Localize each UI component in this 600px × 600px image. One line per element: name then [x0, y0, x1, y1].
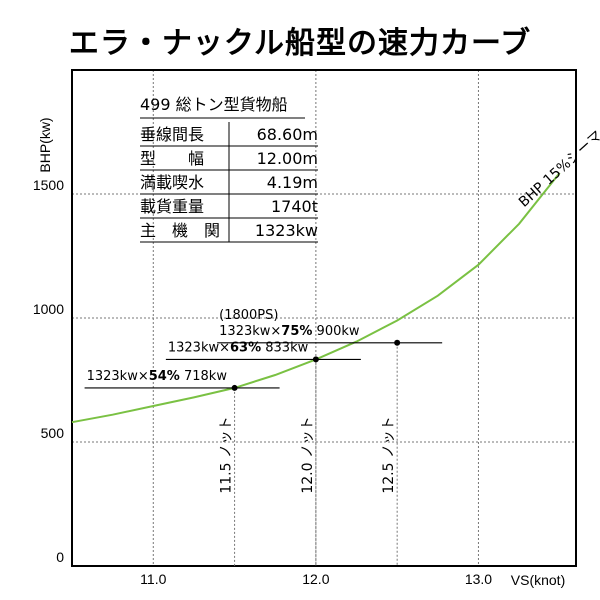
- spec-label: 載貨重量: [140, 197, 204, 216]
- speed-label: 12.0 ノット: [300, 416, 316, 493]
- x-tick-label: 12.0: [302, 571, 329, 587]
- y-tick-label: 1500: [33, 177, 64, 193]
- spec-value: 1323kw: [255, 221, 318, 240]
- y-axis-label: BHP(kw): [37, 117, 53, 172]
- spec-header: 499 総トン型貨物船: [140, 95, 288, 114]
- y-tick-label: 1000: [33, 301, 64, 317]
- spec-label: 型 幅: [140, 149, 204, 168]
- annotation-point: [312, 356, 319, 363]
- spec-value: 68.60m: [257, 125, 318, 144]
- speed-label: 11.5 ノット: [219, 416, 235, 493]
- annotation-group: (1800PS)1323kw×75% 900kw 12.5 ノット: [217, 308, 443, 566]
- x-tick-label: 11.0: [140, 571, 166, 587]
- x-axis-label: VS(knot): [511, 572, 565, 588]
- grid-lines: [72, 70, 576, 566]
- annotation-label: 1323kw×75% 900kw: [219, 324, 360, 339]
- plot-frame: [71, 69, 577, 567]
- spec-label: 垂線間長: [140, 125, 204, 144]
- y-tick-label: 500: [41, 425, 65, 441]
- annotation-point: [231, 384, 238, 391]
- speed-label: 12.5 ノット: [381, 416, 397, 493]
- y-tick-label: 0: [56, 549, 64, 565]
- spec-label: 主 機 関: [140, 221, 220, 240]
- annotation-note: (1800PS): [219, 308, 278, 323]
- spec-label: 満載喫水: [140, 173, 204, 192]
- axis-ticks: 11.0 12.0 13.0 0 500 1000 1500 BHP(kw) VS(knot): [33, 117, 565, 588]
- annotation-label: 1323kw×63% 833kw: [168, 340, 309, 355]
- chart-title: エラ・ナックル船型の速力カーブ: [68, 26, 532, 61]
- spec-value: 12.00m: [257, 149, 318, 168]
- annotation-label: 1323kw×54% 718kw: [87, 369, 228, 384]
- annotation-group: 1323kw×63% 833kw 12.0 ノット: [165, 340, 361, 566]
- x-tick-label: 13.0: [465, 571, 492, 587]
- spec-value: 4.19m: [267, 173, 318, 192]
- annotation-group: 1323kw×54% 718kw 11.5 ノット: [84, 369, 280, 566]
- annotation-point: [394, 339, 401, 346]
- spec-value: 1740t: [271, 197, 318, 216]
